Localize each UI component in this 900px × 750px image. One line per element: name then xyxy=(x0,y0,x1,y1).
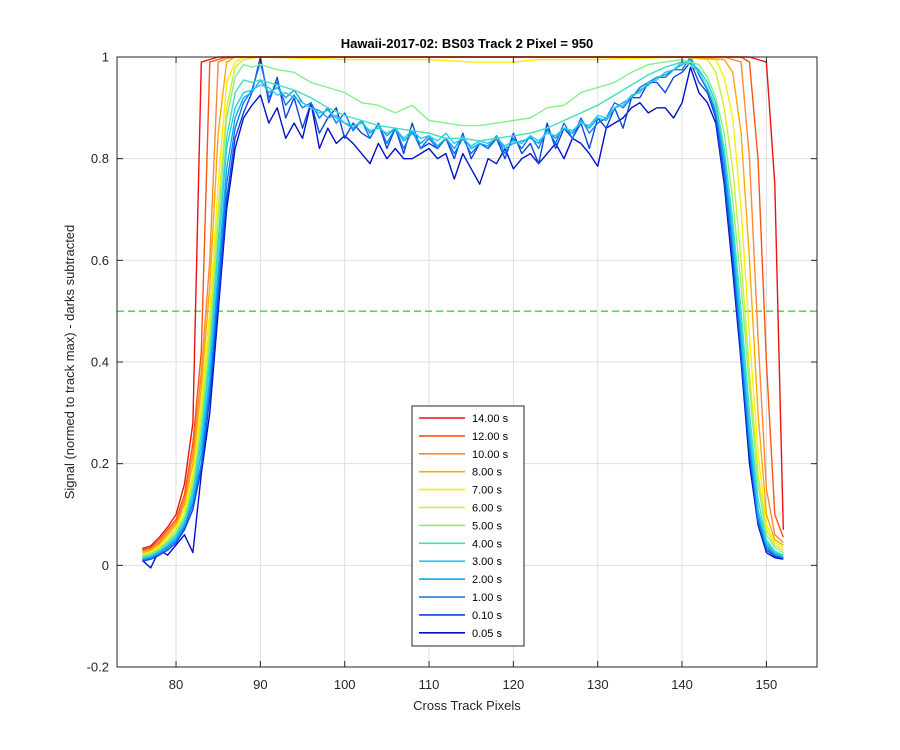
y-axis-label: Signal (normed to track max) - darks sub… xyxy=(62,225,77,500)
x-tick-label: 150 xyxy=(756,677,778,692)
y-tick-label: 0 xyxy=(102,558,109,573)
series-layer xyxy=(141,56,784,569)
legend-entry: 5.00 s xyxy=(472,520,502,532)
x-tick-label: 110 xyxy=(419,677,440,692)
y-tick-label: 0.4 xyxy=(91,355,109,370)
series-line xyxy=(142,58,784,557)
x-tick-labels: 80 90 100 110 120 130 140 150 xyxy=(169,677,777,692)
legend-entry: 7.00 s xyxy=(472,485,502,497)
legend-entry: 12.00 s xyxy=(472,431,509,443)
series-line xyxy=(142,56,784,555)
chart-title: Hawaii-2017-02: BS03 Track 2 Pixel = 950 xyxy=(341,36,594,51)
x-tick-label: 100 xyxy=(334,677,356,692)
series-line xyxy=(142,61,784,558)
x-tick-label: 90 xyxy=(253,677,267,692)
x-tick-label: 130 xyxy=(587,677,609,692)
legend-entry: 14.00 s xyxy=(472,413,509,425)
y-tick-labels: -0.2 0 0.2 0.4 0.6 0.8 1 xyxy=(87,50,109,675)
legend-entry: 0.05 s xyxy=(472,628,502,640)
x-tick-label: 80 xyxy=(169,677,183,692)
series-line xyxy=(142,56,784,562)
x-tick-label: 120 xyxy=(503,677,525,692)
series-line xyxy=(141,66,784,569)
legend-entry: 1.00 s xyxy=(472,592,502,604)
legend-entry: 3.00 s xyxy=(472,556,502,568)
legend-entry: 8.00 s xyxy=(472,467,502,479)
legend-entry: 0.10 s xyxy=(472,610,502,622)
legend: 14.00 s 12.00 s 10.00 s 8.00 s 7.00 s 6.00 s 5… xyxy=(411,405,525,647)
legend-entry: 2.00 s xyxy=(472,574,502,586)
legend-entry: 4.00 s xyxy=(472,538,502,550)
x-axis-label: Cross Track Pixels xyxy=(413,698,521,713)
y-tick-label: 0.2 xyxy=(91,456,109,471)
legend-entry: 10.00 s xyxy=(472,449,509,461)
ticks xyxy=(117,56,817,668)
y-tick-label: -0.2 xyxy=(87,660,109,675)
y-tick-label: 0.6 xyxy=(91,253,109,268)
legend-entry: 6.00 s xyxy=(472,503,502,515)
y-tick-label: 0.8 xyxy=(91,151,109,166)
x-tick-label: 140 xyxy=(671,677,693,692)
y-tick-label: 1 xyxy=(102,50,109,65)
